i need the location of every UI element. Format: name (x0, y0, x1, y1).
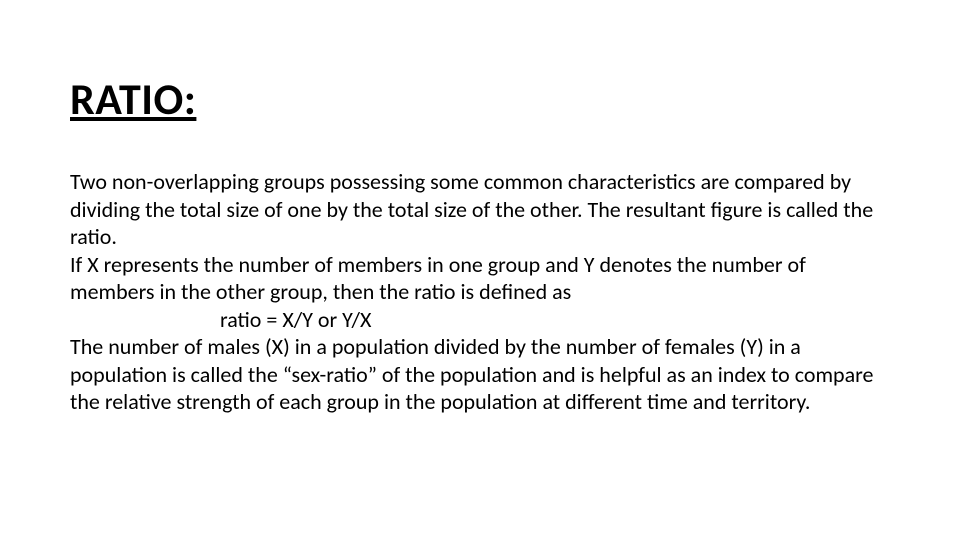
slide-title: RATIO: (70, 72, 890, 126)
body-formula: ratio = X/Y or Y/X (70, 306, 890, 334)
slide-body: Two non-overlapping groups possessing so… (70, 168, 890, 416)
body-paragraph-2: If X represents the number of members in… (70, 251, 890, 306)
slide: RATIO: Two non-overlapping groups posses… (0, 0, 960, 540)
body-paragraph-3: The number of males (X) in a population … (70, 333, 890, 416)
body-paragraph-1: Two non-overlapping groups possessing so… (70, 168, 890, 251)
